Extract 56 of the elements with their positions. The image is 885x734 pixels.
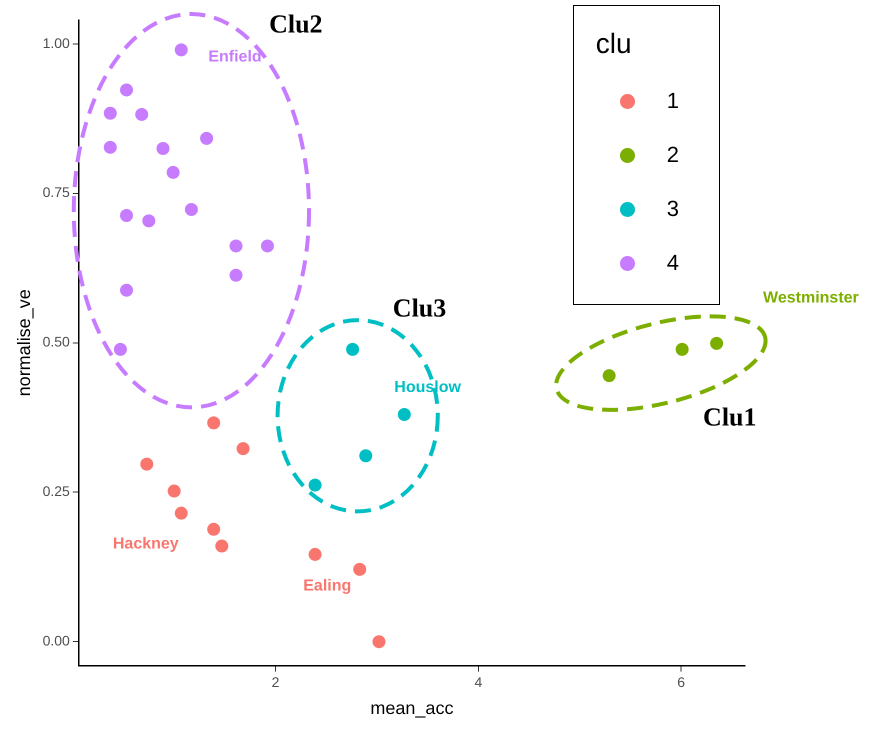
x-axis-title: mean_acc: [370, 698, 454, 718]
point: [156, 142, 170, 156]
y-tick-label: 0.50: [42, 334, 70, 350]
point: [308, 548, 322, 561]
point: [230, 268, 243, 282]
point: [260, 239, 274, 252]
point: [676, 342, 689, 356]
point: [174, 506, 188, 520]
point: [166, 166, 180, 179]
y-tick-label: 0.00: [42, 632, 70, 649]
y-tick-label: 0.75: [42, 184, 70, 200]
y-tick-label: 1.00: [42, 34, 70, 51]
point: [346, 342, 360, 356]
annotation: Clu3: [392, 294, 446, 323]
point: [104, 140, 117, 154]
legend-label: 2: [666, 142, 679, 168]
annotation: Hackney: [112, 536, 179, 553]
point: [184, 202, 198, 216]
point: [104, 106, 117, 120]
point: [710, 336, 724, 350]
point: [215, 540, 228, 553]
x-tick-label: 6: [677, 674, 686, 690]
point: [308, 478, 322, 492]
annotation: Ealing: [303, 578, 352, 594]
point: [168, 484, 181, 498]
legend-label: 1: [666, 88, 679, 114]
point: [142, 214, 156, 228]
y-axis-title: normalise_ve: [14, 289, 34, 396]
point: [200, 132, 214, 145]
legend-label: 4: [666, 250, 679, 276]
x-tick-label: 4: [474, 674, 482, 690]
annotation: Clu1: [703, 402, 757, 432]
point: [140, 458, 154, 471]
legend-label: 3: [666, 196, 679, 222]
text: Westminster: [763, 289, 859, 306]
annotation: Enfield: [208, 48, 262, 66]
point: [120, 208, 134, 222]
point: [230, 239, 243, 252]
point: [135, 108, 148, 121]
point: [207, 416, 220, 430]
point: [602, 369, 616, 382]
point: [114, 342, 127, 356]
point: [120, 284, 134, 297]
point: [207, 522, 220, 536]
annotation: Houslow: [394, 379, 462, 396]
point: [174, 43, 188, 56]
annotation: Clu2: [269, 10, 323, 39]
point: [120, 83, 134, 96]
y-tick-label: 0.25: [42, 483, 70, 500]
legend-title: clu: [596, 28, 633, 60]
point: [398, 408, 411, 422]
point: [353, 562, 366, 576]
point: [236, 442, 250, 456]
point: [359, 449, 372, 462]
point: [372, 635, 386, 648]
x-tick-label: 2: [272, 674, 280, 690]
